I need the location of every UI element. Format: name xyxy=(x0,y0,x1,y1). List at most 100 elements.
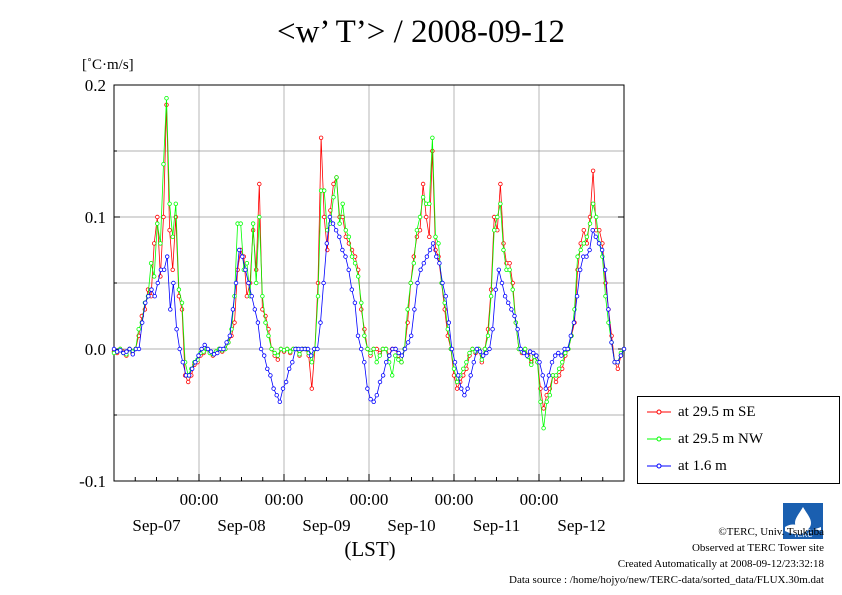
data-point xyxy=(383,346,389,352)
legend-marker-blue xyxy=(647,463,671,469)
data-point xyxy=(275,357,280,362)
x-date-label: Sep-10 xyxy=(387,516,435,535)
data-point xyxy=(477,349,483,354)
data-point xyxy=(499,280,505,286)
data-point xyxy=(553,379,559,385)
data-point xyxy=(563,350,568,356)
data-point xyxy=(488,294,494,299)
data-point xyxy=(396,357,401,362)
data-point xyxy=(587,221,593,226)
data-point xyxy=(161,161,166,167)
data-point xyxy=(405,340,411,345)
x-time-label: 00:00 xyxy=(435,490,474,509)
x-axis-label: (LST) xyxy=(344,537,395,561)
data-point xyxy=(430,135,435,140)
data-point xyxy=(584,234,590,239)
data-point xyxy=(258,346,264,352)
data-point xyxy=(362,360,367,365)
legend: at 29.5 m SE at 29.5 m NW at 1.6 m xyxy=(637,396,840,484)
data-point xyxy=(584,254,589,259)
data-point xyxy=(174,327,179,332)
data-point xyxy=(443,294,448,299)
data-point xyxy=(506,300,511,305)
data-point xyxy=(330,221,336,226)
data-point xyxy=(540,373,545,378)
data-point xyxy=(421,261,426,266)
data-point xyxy=(164,254,170,259)
data-point xyxy=(544,399,549,404)
data-point xyxy=(250,221,256,226)
data-point xyxy=(232,320,237,325)
data-point xyxy=(359,300,364,305)
data-point xyxy=(412,307,417,312)
data-point xyxy=(609,340,614,345)
data-point xyxy=(185,379,191,385)
data-point xyxy=(359,346,364,352)
data-point xyxy=(155,280,160,286)
data-point xyxy=(171,280,176,286)
data-point xyxy=(287,366,292,371)
data-point xyxy=(490,327,495,332)
data-point xyxy=(337,234,342,239)
data-point xyxy=(255,320,261,325)
data-point xyxy=(420,194,426,200)
data-point xyxy=(371,399,376,404)
data-point xyxy=(177,346,182,352)
legend-item-1-6m: at 1.6 m xyxy=(644,456,727,476)
y-axis: 0.2 0.1 0.0 -0.1 xyxy=(79,76,624,491)
data-point xyxy=(556,366,562,371)
data-point xyxy=(433,234,438,239)
data-point xyxy=(158,241,163,246)
data-point xyxy=(143,300,148,305)
y-tick-label: 0.1 xyxy=(85,208,106,227)
y-tick-label: -0.1 xyxy=(79,472,106,491)
data-point xyxy=(362,333,367,338)
data-point xyxy=(340,247,345,253)
data-point xyxy=(167,227,172,233)
data-point xyxy=(409,333,414,338)
data-point xyxy=(202,342,207,348)
data-point xyxy=(380,373,386,378)
data-point xyxy=(393,346,398,352)
data-point xyxy=(272,350,277,356)
data-point xyxy=(599,247,605,253)
data-point xyxy=(427,247,433,253)
data-point xyxy=(365,346,370,352)
data-point xyxy=(111,346,117,352)
data-point xyxy=(537,360,542,365)
data-point xyxy=(349,254,355,259)
data-point xyxy=(529,362,534,367)
data-point xyxy=(151,241,157,246)
data-point xyxy=(130,352,135,357)
data-point xyxy=(205,346,211,352)
data-point xyxy=(290,360,295,365)
data-point xyxy=(275,353,280,358)
data-point xyxy=(173,201,178,206)
data-point xyxy=(224,340,229,345)
data-point xyxy=(574,294,580,299)
data-point xyxy=(283,379,289,385)
data-point xyxy=(603,267,608,272)
data-point xyxy=(454,379,460,385)
legend-label-se: at 29.5 m SE xyxy=(678,403,756,420)
data-point xyxy=(266,333,271,338)
data-point xyxy=(186,373,192,378)
data-point xyxy=(512,313,517,319)
y-tick-label: 0.0 xyxy=(85,340,106,359)
data-point xyxy=(461,366,466,371)
data-point xyxy=(318,135,324,140)
data-point xyxy=(484,350,489,356)
data-point xyxy=(482,346,488,352)
data-point xyxy=(553,373,559,378)
data-point xyxy=(377,379,383,385)
data-point xyxy=(374,360,379,365)
data-point xyxy=(474,346,480,352)
data-point xyxy=(547,393,552,398)
data-point xyxy=(384,360,389,365)
data-point xyxy=(578,267,583,272)
data-point xyxy=(393,353,398,358)
data-point xyxy=(402,346,408,352)
data-point xyxy=(411,254,416,259)
data-point xyxy=(243,267,248,272)
data-point xyxy=(262,353,267,358)
